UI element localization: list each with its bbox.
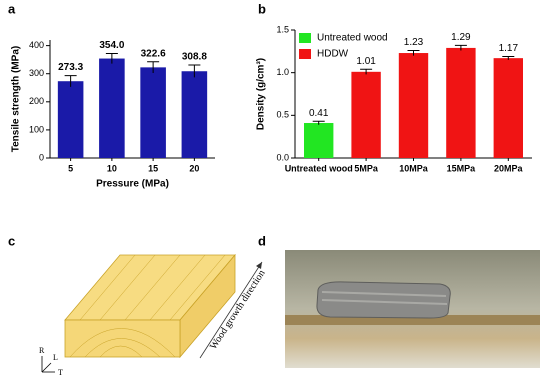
panel-label: b	[258, 1, 266, 16]
y-tick-label: 200	[29, 96, 44, 106]
value-label: 273.3	[58, 62, 83, 73]
x-tick-label: 15MPa	[447, 163, 477, 173]
panel-label: a	[8, 1, 16, 16]
bar	[181, 71, 208, 158]
y-tick-label: 300	[29, 68, 44, 78]
wood-block	[64, 253, 236, 359]
bar	[398, 53, 429, 158]
x-tick-label: 5MPa	[354, 163, 379, 173]
value-label: 1.23	[404, 37, 424, 48]
direction-arrow	[199, 261, 263, 359]
value-label: 1.17	[499, 43, 519, 54]
y-tick-label: 1.5	[276, 24, 289, 34]
error-bar	[64, 75, 77, 87]
legend-label: Untreated wood	[317, 33, 388, 44]
legend-swatch	[299, 33, 311, 43]
x-tick-label: 10MPa	[399, 163, 429, 173]
sample-photo	[285, 250, 540, 368]
y-tick-label: 400	[29, 40, 44, 50]
bar	[304, 123, 334, 158]
bar	[351, 71, 381, 158]
x-tick-label: 5	[68, 163, 73, 173]
axis-l: L	[53, 353, 58, 362]
error-bar	[188, 64, 201, 78]
panel-label: c	[8, 233, 15, 248]
bar	[57, 81, 84, 158]
value-label: 1.29	[451, 32, 471, 43]
y-axis-title: Density (g/cm³)	[256, 58, 267, 130]
bar	[493, 58, 523, 158]
error-bar	[454, 44, 467, 51]
value-label: 322.6	[141, 48, 166, 59]
panel-label: d	[258, 233, 266, 248]
error-bar	[502, 55, 515, 60]
error-bar	[360, 68, 373, 75]
value-label: 354.0	[99, 40, 124, 51]
y-tick-label: 0	[39, 152, 44, 162]
value-label: 1.01	[356, 56, 376, 67]
x-tick-label: 10	[107, 163, 117, 173]
x-tick-label: 15	[148, 163, 158, 173]
axis-r: R	[39, 346, 45, 355]
x-tick-label: 20MPa	[494, 163, 524, 173]
error-bar	[105, 52, 118, 64]
axis-t: T	[58, 368, 63, 377]
legend-label: HDDW	[317, 49, 349, 60]
y-axis-title: Tensile strength (MPa)	[11, 46, 22, 153]
y-tick-label: 100	[29, 124, 44, 134]
value-label: 0.41	[309, 108, 329, 119]
error-bar	[407, 49, 420, 56]
axes-icon	[41, 356, 55, 373]
x-tick-label: 20	[189, 163, 199, 173]
value-label: 308.8	[182, 52, 207, 63]
legend-swatch	[299, 49, 311, 59]
x-axis-title: Pressure (MPa)	[96, 179, 169, 190]
y-tick-label: 0.0	[276, 152, 289, 162]
y-tick-label: 1.0	[276, 67, 289, 77]
bar	[446, 47, 476, 158]
y-tick-label: 0.5	[276, 110, 289, 120]
bar	[99, 58, 125, 158]
bar	[140, 67, 166, 158]
error-bar	[147, 61, 160, 73]
x-tick-label: Untreated wood	[285, 163, 353, 173]
error-bar	[312, 120, 325, 125]
